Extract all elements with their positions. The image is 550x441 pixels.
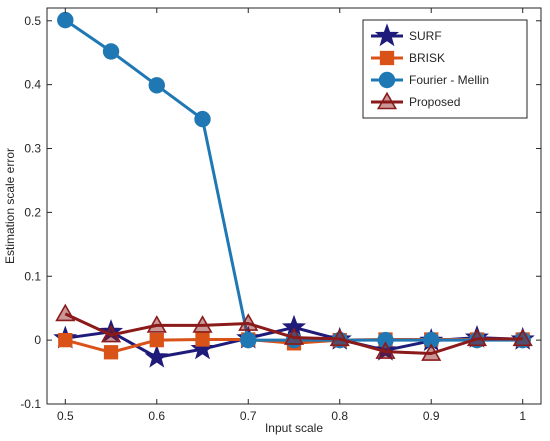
y-tick-label: 0 xyxy=(34,333,41,347)
x-tick-label: 1 xyxy=(519,409,526,423)
y-axis-label: Estimation scale error xyxy=(3,148,17,264)
x-tick-label: 0.9 xyxy=(423,409,440,423)
legend-label: SURF xyxy=(409,29,442,43)
x-tick-label: 0.8 xyxy=(331,409,348,423)
data-point-fourier-mellin xyxy=(377,331,394,349)
legend-item-brisk: BRISK xyxy=(371,50,445,66)
x-tick-label: 0.5 xyxy=(57,409,74,423)
legend-label: Fourier - Mellin xyxy=(409,73,489,87)
data-point-proposed xyxy=(100,324,122,343)
data-point-proposed xyxy=(329,328,350,347)
data-point-fourier-mellin xyxy=(423,331,440,349)
legend-marker xyxy=(374,23,400,47)
data-point-fourier-mellin xyxy=(194,110,211,128)
data-point-proposed xyxy=(283,327,305,345)
y-tick-label: 0.4 xyxy=(24,78,41,92)
axes: 0.5 0.6 0.7 0.8 0.9 1 -0.1 0 0.1 0.2 0.3 0.4 0.5 xyxy=(20,8,541,423)
legend-marker xyxy=(379,50,395,66)
data-point-surf xyxy=(144,344,169,368)
y-tick-label: 0.3 xyxy=(24,142,41,156)
legend-label: BRISK xyxy=(409,51,445,65)
legend-item-proposed: Proposed xyxy=(371,91,460,110)
y-tick-label: 0.2 xyxy=(24,205,41,219)
data-point-surf xyxy=(190,336,215,360)
data-point-proposed xyxy=(421,343,442,361)
legend-marker xyxy=(376,91,398,110)
data-point-surf xyxy=(373,337,398,361)
data-point-fourier-mellin xyxy=(240,331,257,349)
data-point-proposed xyxy=(146,315,167,333)
data-point-proposed xyxy=(192,315,213,333)
series-proposed xyxy=(55,303,533,361)
data-point-fourier-mellin xyxy=(102,43,120,60)
data-point-proposed xyxy=(466,328,488,347)
series-line-proposed xyxy=(64,312,523,355)
plot-area xyxy=(53,11,535,368)
plot-frame xyxy=(46,7,542,405)
data-point-brisk xyxy=(58,332,73,348)
legend-item-surf: SURF xyxy=(371,23,442,47)
legend: SURF BRISK Fourier - Mellin Proposed xyxy=(362,19,528,119)
y-tick-label: 0.1 xyxy=(24,269,41,283)
data-point-proposed xyxy=(512,328,533,347)
y-tick-label: 0.5 xyxy=(24,14,41,28)
data-point-proposed xyxy=(55,303,76,322)
data-point-brisk xyxy=(103,345,119,360)
data-point-fourier-mellin xyxy=(148,77,165,94)
x-axis-label: Input scale xyxy=(265,421,323,435)
legend-item-fourier-mellin: Fourier - Mellin xyxy=(371,71,489,89)
data-point-fourier-mellin xyxy=(57,11,74,29)
data-point-proposed xyxy=(238,313,259,331)
data-point-proposed xyxy=(375,341,396,359)
x-tick-label: 0.6 xyxy=(148,409,165,423)
data-point-brisk xyxy=(149,332,164,348)
legend-label: Proposed xyxy=(409,95,460,109)
x-tick-label: 0.7 xyxy=(240,409,257,423)
data-point-brisk xyxy=(195,332,210,347)
y-tick-label: -0.1 xyxy=(20,397,41,411)
legend-marker xyxy=(378,71,396,89)
